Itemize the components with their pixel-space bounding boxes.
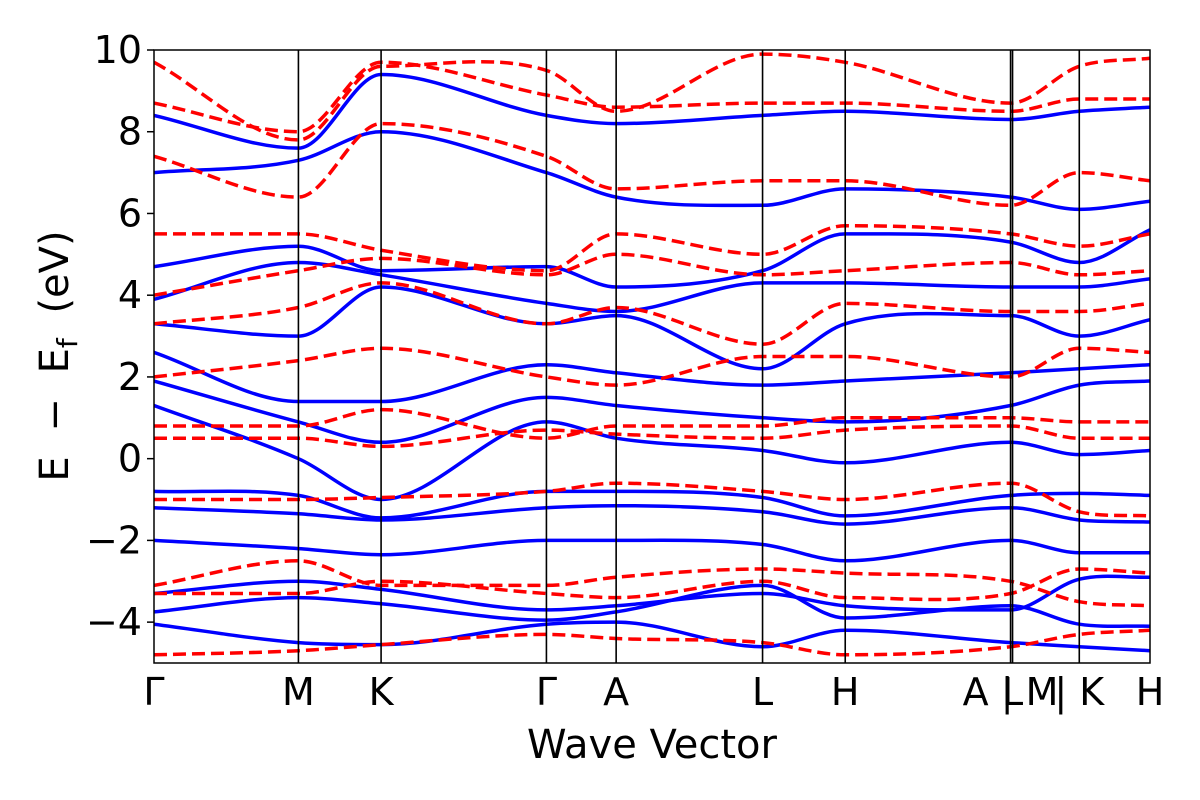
solid-band-13 — [154, 129, 1150, 212]
solid-band-10 — [154, 285, 1150, 371]
x-tick-label: A | M — [963, 670, 1059, 715]
x-tick-label: M — [282, 670, 315, 714]
dashed-band-13 — [154, 52, 1150, 142]
x-tick-label: H — [1136, 670, 1165, 714]
y-axis-label-unit: (eV) — [32, 230, 78, 313]
solid-band-12 — [154, 228, 1150, 289]
x-tick-label: Γ — [143, 670, 164, 714]
x-tick-label: Γ — [536, 670, 557, 714]
x-tick-label: | K — [1054, 670, 1105, 715]
y-tick-label: −2 — [86, 518, 142, 562]
dashed-band-2 — [154, 559, 1150, 608]
x-tick-label: A — [603, 670, 629, 714]
x-tick-label: H — [831, 670, 860, 714]
y-ticks-group: 10 8 6 4 2 0 −2 −4 — [86, 28, 154, 644]
dashed-band-6 — [154, 407, 1150, 440]
bands-group — [154, 52, 1150, 657]
x-tick-label: K — [369, 670, 395, 714]
y-tick-label: 6 — [118, 191, 142, 235]
dashed-band-11 — [154, 121, 1150, 208]
y-tick-label: 4 — [118, 273, 142, 317]
dashed-band-12 — [154, 60, 1150, 134]
dashed-band-7 — [154, 346, 1150, 387]
solid-band-6 — [154, 489, 1150, 520]
x-tick-label: L — [752, 670, 773, 714]
y-tick-label: 8 — [118, 110, 142, 154]
y-axis-label-ef: E — [32, 348, 78, 373]
y-tick-label: 2 — [118, 355, 142, 399]
y-tick-label: 10 — [94, 28, 142, 72]
dashed-band-8 — [154, 281, 1150, 346]
y-axis-label-ef-subscript: f — [51, 337, 84, 348]
solid-band-14 — [154, 72, 1150, 150]
y-axis-label: E − Ef (eV) — [32, 230, 87, 481]
y-axis-label-minus: − — [32, 398, 78, 432]
kpoint-lines-group — [297, 50, 1081, 663]
y-axis-label-e: E — [32, 456, 78, 481]
dashed-band-9 — [154, 252, 1150, 297]
dashed-band-3 — [154, 567, 1150, 602]
dashed-band-4 — [154, 481, 1150, 518]
dashed-band-10 — [154, 223, 1150, 273]
solid-band-7 — [154, 403, 1150, 502]
x-axis-label: Wave Vector — [527, 722, 778, 768]
solid-band-5 — [154, 503, 1150, 526]
y-tick-label: −4 — [86, 600, 142, 644]
solid-band-8 — [154, 379, 1150, 445]
dashed-band-5 — [154, 424, 1150, 449]
plot-frame — [153, 49, 1151, 664]
x-tick-label: L — [1002, 670, 1023, 714]
solid-band-4 — [154, 538, 1150, 563]
y-tick-label: 0 — [118, 437, 142, 481]
dashed-band-1 — [154, 628, 1150, 657]
solid-band-1 — [154, 620, 1150, 653]
solid-band-3 — [154, 574, 1150, 612]
plot-area-background — [154, 50, 1150, 663]
